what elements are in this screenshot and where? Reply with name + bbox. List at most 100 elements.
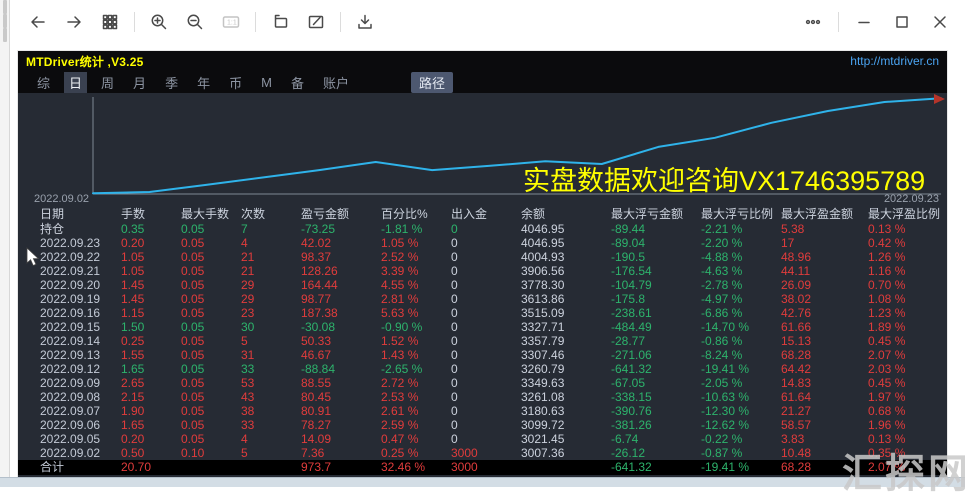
- minimize-icon[interactable]: [854, 12, 874, 32]
- column-header: 手数: [121, 207, 146, 221]
- equity-line: [92, 97, 942, 195]
- equity-chart-canvas[interactable]: [18, 93, 947, 205]
- table-cell: [521, 460, 611, 475]
- scroll-right-arrow-icon[interactable]: [934, 94, 945, 104]
- table-cell: 1.96 %: [868, 418, 906, 432]
- table-cell: 0.13 %: [868, 222, 906, 236]
- tab-年[interactable]: 年: [197, 75, 211, 91]
- edit-icon[interactable]: [306, 12, 326, 32]
- table-cell: [241, 460, 301, 475]
- table-cell: -2.65 %: [381, 362, 423, 376]
- table-cell: 1.50: [121, 320, 145, 334]
- table-row[interactable]: 2022.09.23 0.20 0.05 4 42.02 1.05 % 0 4046.95 -8…: [18, 236, 947, 250]
- table-cell: 5: [241, 446, 248, 460]
- table-row[interactable]: 持仓 0.35 0.05 7 -73.25 -1.81 % 0 4046.95 -89.44 -2…: [18, 222, 947, 236]
- table-row[interactable]: 2022.09.19 1.45 0.05 29 98.77 2.81 % 0 3613.86 -…: [18, 292, 947, 306]
- table-cell: 1.65: [121, 418, 145, 432]
- app-title: MTDriver统计 ,V3.25: [26, 54, 144, 69]
- table-cell: 48.96: [781, 250, 812, 264]
- table-row[interactable]: 2022.09.09 2.65 0.05 53 88.55 2.72 % 0 3349.63 -…: [18, 376, 947, 390]
- toolbar-divider: [255, 12, 256, 32]
- table-row[interactable]: 2022.09.16 1.15 0.05 23 187.38 5.63 % 0 3515.09…: [18, 306, 947, 320]
- table-cell: 2022.09.19: [40, 292, 101, 306]
- table-cell: 0.35: [121, 222, 145, 236]
- tab-季[interactable]: 季: [165, 75, 179, 91]
- table-row[interactable]: 2022.09.05 0.20 0.05 4 14.09 0.47 % 0 3021.45 -6…: [18, 432, 947, 446]
- tab-备[interactable]: 备: [290, 75, 304, 91]
- toolbar-divider: [134, 12, 135, 32]
- background-window-edge: [0, 0, 10, 487]
- table-row[interactable]: 2022.09.22 1.05 0.05 21 98.37 2.52 % 0 4004.93 -…: [18, 250, 947, 264]
- table-cell: 0.70 %: [868, 278, 906, 292]
- equity-chart: 实盘数据欢迎咨询VX1746395789 2022.09.02 2022.09.…: [18, 93, 947, 205]
- table-row[interactable]: 2022.09.14 0.25 0.05 5 50.33 1.52 % 0 3357.79 -2…: [18, 334, 947, 348]
- tab-M[interactable]: M: [261, 74, 272, 90]
- edge-mark: [2, 0, 7, 14]
- new-window-icon[interactable]: [270, 12, 290, 32]
- table-cell: 0: [451, 236, 458, 250]
- table-cell: 61.66: [781, 320, 812, 334]
- table-cell: 0: [451, 306, 458, 320]
- table-row[interactable]: 2022.09.02 0.50 0.10 5 7.36 0.25 % 3000 3007.36…: [18, 446, 947, 460]
- one-to-one-icon[interactable]: 1:1: [221, 12, 241, 32]
- download-icon[interactable]: [355, 12, 375, 32]
- table-cell: -2.05 %: [701, 376, 743, 390]
- table-cell: 0.25: [121, 334, 145, 348]
- table-row[interactable]: 2022.09.06 1.65 0.05 33 78.27 2.59 % 0 3099.72 -…: [18, 418, 947, 432]
- table-cell: 0.05: [181, 264, 205, 278]
- app-url-link[interactable]: http://mtdriver.cn: [850, 54, 939, 68]
- table-cell: 0.05: [181, 320, 205, 334]
- close-icon[interactable]: [930, 12, 950, 32]
- maximize-icon[interactable]: [892, 12, 912, 32]
- table-cell: -484.49: [611, 320, 652, 334]
- table-cell: 0.20: [121, 432, 145, 446]
- tab-账户[interactable]: 账户: [322, 75, 349, 91]
- table-cell: 98.77: [301, 292, 332, 306]
- tab-日[interactable]: 日: [64, 71, 88, 93]
- more-icon[interactable]: [803, 12, 823, 32]
- table-cell: 53: [241, 376, 255, 390]
- grid-icon[interactable]: [100, 12, 120, 32]
- table-row[interactable]: 2022.09.21 1.05 0.05 21 128.26 3.39 % 0 3906.56…: [18, 264, 947, 278]
- tab-综[interactable]: 综: [37, 75, 51, 91]
- back-icon[interactable]: [28, 12, 48, 32]
- tab-周[interactable]: 周: [101, 75, 115, 91]
- table-cell: -2.20 %: [701, 236, 743, 250]
- table-total-row[interactable]: 合计 20.70 973.7 32.46 % 3000 -641.32 -19.41 % 68…: [18, 460, 947, 475]
- table-cell: 3613.86: [521, 292, 565, 306]
- table-cell: -28.77: [611, 334, 646, 348]
- table-cell: 2022.09.15: [40, 320, 101, 334]
- table-row[interactable]: 2022.09.20 1.45 0.05 29 164.44 4.55 % 0 3778.30…: [18, 278, 947, 292]
- table-cell: 3307.46: [521, 348, 565, 362]
- table-cell: 2.15: [121, 390, 145, 404]
- tab-币[interactable]: 币: [229, 75, 243, 91]
- table-cell: 15.13: [781, 334, 812, 348]
- zoom-out-icon[interactable]: [185, 12, 205, 32]
- table-row[interactable]: 2022.09.13 1.55 0.05 31 46.67 1.43 % 0 3307.46 -…: [18, 348, 947, 362]
- table-cell: 3000: [451, 460, 478, 474]
- column-header: 盈亏金额: [301, 207, 350, 221]
- table-row[interactable]: 2022.09.12 1.65 0.05 33 -88.84 -2.65 % 0 3260.7…: [18, 362, 947, 376]
- table-cell: 0.35 %: [868, 446, 906, 460]
- table-row[interactable]: 2022.09.08 2.15 0.05 43 80.45 2.53 % 0 3261.08 -…: [18, 390, 947, 404]
- table-cell: 88.55: [301, 376, 332, 390]
- table-cell: 合计: [40, 460, 65, 474]
- path-button[interactable]: 路径: [410, 71, 453, 93]
- window-bottom-edge: [0, 477, 965, 487]
- tab-月[interactable]: 月: [133, 75, 147, 91]
- column-header: 百分比%: [381, 207, 428, 221]
- zoom-in-icon[interactable]: [149, 12, 169, 32]
- table-cell: 2022.09.13: [40, 348, 101, 362]
- mouse-cursor: [26, 247, 40, 267]
- table-row[interactable]: 2022.09.15 1.50 0.05 30 -30.08 -0.90 % 0 3327.7…: [18, 320, 947, 334]
- table-cell: 80.45: [301, 390, 332, 404]
- table-cell: 0.45 %: [868, 376, 906, 390]
- table-cell: 1.65: [121, 362, 145, 376]
- table-cell: 2022.09.02: [40, 446, 101, 460]
- forward-icon[interactable]: [64, 12, 84, 32]
- table-row[interactable]: 2022.09.07 1.90 0.05 38 80.91 2.61 % 0 3180.63 -…: [18, 404, 947, 418]
- column-header: 日期: [40, 207, 65, 221]
- table-cell: 0.05: [181, 432, 205, 446]
- table-cell: 4046.95: [521, 236, 565, 250]
- table-cell: -73.25: [301, 222, 336, 236]
